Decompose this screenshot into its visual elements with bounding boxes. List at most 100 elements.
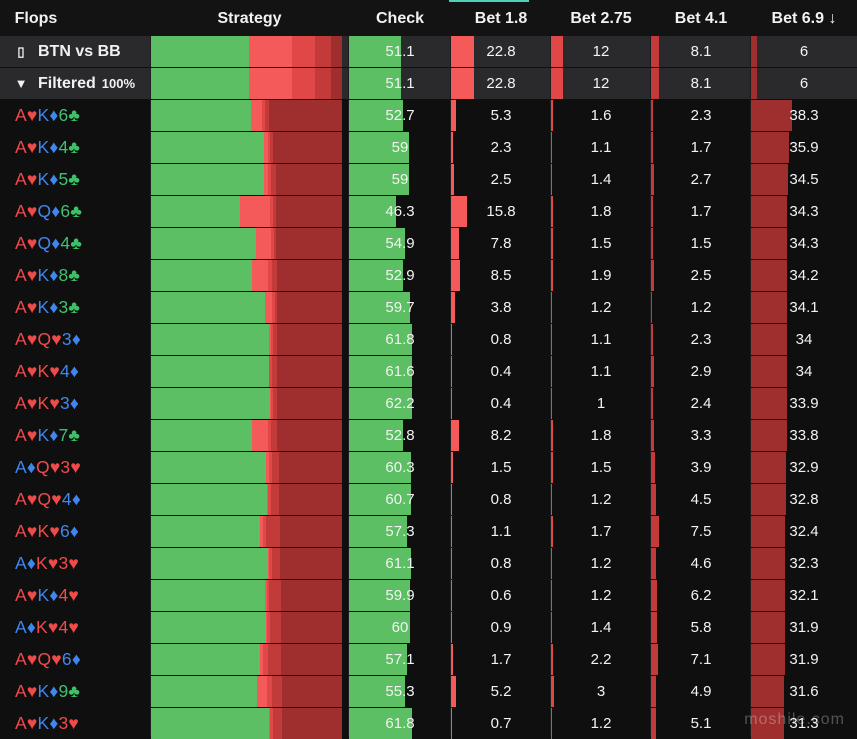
strategy-seg-bet-6-9 (277, 292, 342, 323)
strategy-seg-bet-1-8 (251, 100, 262, 131)
card-suit: ♥ (68, 617, 79, 637)
value-cell-b275: 1.1 (551, 132, 651, 163)
col-header-check[interactable]: Check (349, 0, 451, 36)
value-cell-b275: 12 (551, 36, 651, 67)
value-text-b275: 1.1 (551, 356, 651, 387)
flop-cards: A♥K♦4♥ (0, 580, 150, 611)
card-rank: A (15, 169, 27, 189)
col-header-bet-4-1[interactable]: Bet 4.1 (651, 0, 751, 36)
value-cell-b69: 34.2 (751, 260, 857, 291)
strategy-seg-bet-6-9 (279, 452, 342, 483)
value-cell-b275: 1.2 (551, 548, 651, 579)
strategy-seg-bet-1-8 (256, 228, 271, 259)
strategy-seg-bet-4-1 (273, 708, 283, 739)
card-rank: 3 (62, 329, 72, 349)
strategy-seg-check (151, 676, 257, 707)
value-cell-b69: 6 (751, 68, 857, 99)
value-cell-b275: 1.9 (551, 260, 651, 291)
value-cell-b41: 2.3 (651, 324, 751, 355)
value-text-check: 52.8 (349, 420, 451, 451)
col-header-bet-1-8[interactable]: Bet 1.8 (451, 0, 551, 36)
flop-cards: A♥K♥4♦ (0, 356, 150, 387)
value-text-b69: 34 (751, 324, 857, 355)
value-text-check: 61.1 (349, 548, 451, 579)
value-text-b69: 34 (751, 356, 857, 387)
card-rank: 9 (58, 681, 68, 701)
flop-cards: A♥K♥6♦ (0, 516, 150, 547)
value-text-b41: 4.5 (651, 484, 751, 515)
card-suit: ♥ (27, 649, 38, 669)
card-rank: Q (36, 457, 50, 477)
value-text-b18: 0.8 (451, 324, 551, 355)
strategy-bar (151, 356, 342, 387)
summary-label[interactable]: ▯BTN vs BB (0, 36, 150, 67)
card-rank: A (15, 617, 27, 637)
value-text-b41: 2.3 (651, 100, 751, 131)
col-header-bet-6-9-sorted[interactable]: Bet 6.9 ↓ (751, 0, 857, 36)
strategy-bar (151, 68, 342, 99)
value-text-b275: 1.8 (551, 196, 651, 227)
value-text-b18: 0.8 (451, 548, 551, 579)
value-cell-check: 59.9 (349, 580, 451, 611)
value-cell-b18: 7.8 (451, 228, 551, 259)
value-text-b41: 4.9 (651, 676, 751, 707)
value-text-b275: 1.2 (551, 580, 651, 611)
card-suit: ♦ (27, 617, 36, 637)
card-rank: Q (37, 649, 51, 669)
value-cell-b275: 12 (551, 68, 651, 99)
value-cell-check: 57.1 (349, 644, 451, 675)
col-header-bet-2-75[interactable]: Bet 2.75 (551, 0, 651, 36)
value-cell-b69: 34.3 (751, 196, 857, 227)
card-suit: ♥ (27, 297, 38, 317)
card-suit: ♥ (70, 457, 81, 477)
value-text-check: 59.9 (349, 580, 451, 611)
card-rank: K (37, 393, 49, 413)
strategy-seg-bet-6-9 (282, 708, 342, 739)
strategy-seg-bet-6-9 (276, 164, 342, 195)
strategy-seg-bet-4-1 (315, 36, 331, 67)
value-text-b18: 0.9 (451, 612, 551, 643)
value-text-b18: 22.8 (451, 68, 551, 99)
value-text-b41: 2.5 (651, 260, 751, 291)
flop-cards: A♥Q♦4♣ (0, 228, 150, 259)
strategy-seg-check (151, 388, 270, 419)
flop-cards: A♥K♦3♣ (0, 292, 150, 323)
col-header-strategy[interactable]: Strategy (151, 0, 348, 36)
value-cell-b41: 1.7 (651, 196, 751, 227)
strategy-seg-bet-1-8 (249, 68, 293, 99)
value-cell-check: 61.1 (349, 548, 451, 579)
strategy-seg-bet-6-9 (276, 228, 342, 259)
col-header-flops[interactable]: Flops (0, 0, 72, 36)
strategy-seg-check (151, 36, 249, 67)
value-cell-b275: 1.2 (551, 580, 651, 611)
value-text-check: 54.9 (349, 228, 451, 259)
value-cell-check: 54.9 (349, 228, 451, 259)
value-text-b18: 0.6 (451, 580, 551, 611)
value-text-check: 59 (349, 132, 451, 163)
value-text-b69: 32.4 (751, 516, 857, 547)
value-text-b275: 1.9 (551, 260, 651, 291)
